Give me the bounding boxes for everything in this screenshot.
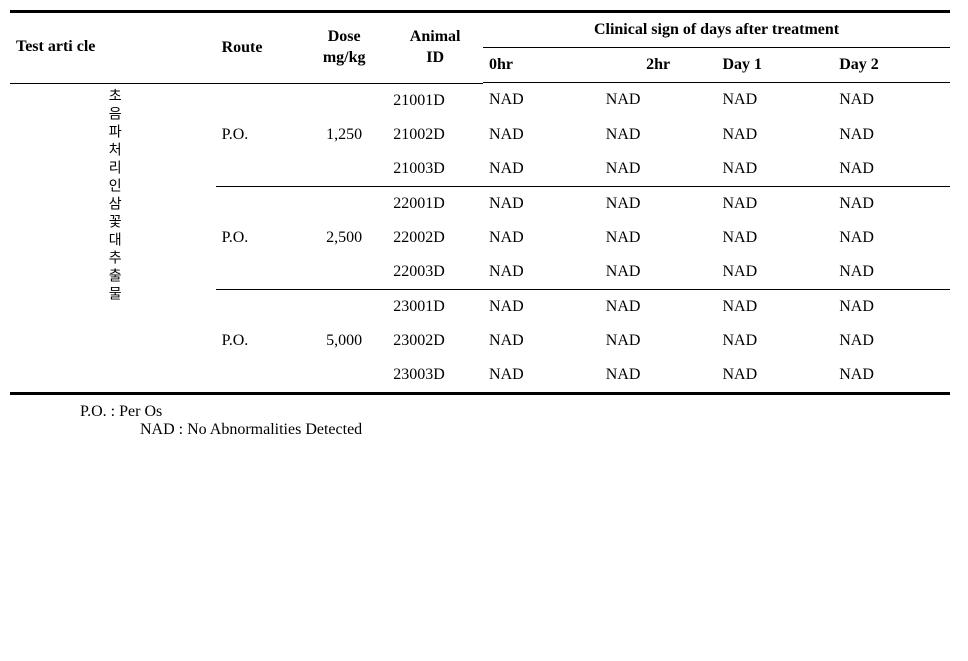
cell-obs: NAD bbox=[717, 324, 834, 358]
header-2hr: 2hr bbox=[600, 48, 717, 83]
cell-dose: 1,250 bbox=[301, 118, 387, 152]
header-day2: Day 2 bbox=[833, 48, 950, 83]
cell-animal-id: 22001D bbox=[387, 186, 483, 221]
cell-obs: NAD bbox=[483, 324, 600, 358]
cell-obs: NAD bbox=[717, 255, 834, 290]
cell-obs: NAD bbox=[600, 152, 717, 187]
cell-obs: NAD bbox=[833, 324, 950, 358]
header-0hr: 0hr bbox=[483, 48, 600, 83]
cell-dose bbox=[301, 255, 387, 290]
cell-obs: NAD bbox=[600, 255, 717, 290]
cell-obs: NAD bbox=[833, 221, 950, 255]
cell-route bbox=[216, 83, 302, 118]
cell-obs: NAD bbox=[600, 186, 717, 221]
cell-route bbox=[216, 186, 302, 221]
header-route: Route bbox=[216, 12, 302, 83]
cell-animal-id: 22003D bbox=[387, 255, 483, 290]
cell-route bbox=[216, 358, 302, 394]
cell-obs: NAD bbox=[833, 358, 950, 394]
cell-obs: NAD bbox=[600, 324, 717, 358]
cell-obs: NAD bbox=[483, 186, 600, 221]
cell-dose bbox=[301, 358, 387, 394]
table-row: 초음파처리인삼꽃대추출물 21001D NAD NAD NAD NAD bbox=[10, 83, 950, 118]
cell-animal-id: 23002D bbox=[387, 324, 483, 358]
header-dose: Dose mg/kg bbox=[301, 12, 387, 83]
cell-obs: NAD bbox=[483, 152, 600, 187]
cell-dose bbox=[301, 186, 387, 221]
clinical-table: Test arti cle Route Dose mg/kg Animal ID… bbox=[10, 10, 950, 395]
header-row-1: Test arti cle Route Dose mg/kg Animal ID… bbox=[10, 12, 950, 48]
cell-obs: NAD bbox=[483, 221, 600, 255]
cell-route bbox=[216, 255, 302, 290]
cell-obs: NAD bbox=[483, 83, 600, 118]
cell-dose bbox=[301, 152, 387, 187]
cell-obs: NAD bbox=[483, 255, 600, 290]
cell-obs: NAD bbox=[717, 358, 834, 394]
header-day1: Day 1 bbox=[717, 48, 834, 83]
header-test-article: Test arti cle bbox=[10, 12, 216, 83]
cell-obs: NAD bbox=[600, 289, 717, 324]
cell-obs: NAD bbox=[600, 83, 717, 118]
cell-dose: 5,000 bbox=[301, 324, 387, 358]
cell-route: P.O. bbox=[216, 221, 302, 255]
cell-obs: NAD bbox=[600, 118, 717, 152]
cell-animal-id: 22002D bbox=[387, 221, 483, 255]
article-label-cell: 초음파처리인삼꽃대추출물 bbox=[10, 83, 216, 393]
cell-dose bbox=[301, 289, 387, 324]
cell-route: P.O. bbox=[216, 118, 302, 152]
cell-obs: NAD bbox=[833, 83, 950, 118]
cell-obs: NAD bbox=[483, 118, 600, 152]
cell-obs: NAD bbox=[717, 289, 834, 324]
cell-dose: 2,500 bbox=[301, 221, 387, 255]
cell-animal-id: 21001D bbox=[387, 83, 483, 118]
cell-obs: NAD bbox=[483, 289, 600, 324]
cell-animal-id: 23001D bbox=[387, 289, 483, 324]
cell-obs: NAD bbox=[717, 118, 834, 152]
cell-animal-id: 21002D bbox=[387, 118, 483, 152]
cell-obs: NAD bbox=[717, 152, 834, 187]
cell-obs: NAD bbox=[833, 118, 950, 152]
cell-dose bbox=[301, 83, 387, 118]
cell-obs: NAD bbox=[717, 221, 834, 255]
cell-obs: NAD bbox=[717, 186, 834, 221]
header-animal-id: Animal ID bbox=[387, 12, 483, 83]
cell-obs: NAD bbox=[833, 186, 950, 221]
cell-route bbox=[216, 152, 302, 187]
cell-animal-id: 23003D bbox=[387, 358, 483, 394]
cell-animal-id: 21003D bbox=[387, 152, 483, 187]
cell-obs: NAD bbox=[600, 358, 717, 394]
cell-obs: NAD bbox=[833, 255, 950, 290]
header-test-article-text: Test arti cle bbox=[16, 38, 95, 55]
cell-obs: NAD bbox=[717, 83, 834, 118]
cell-obs: NAD bbox=[600, 221, 717, 255]
cell-obs: NAD bbox=[483, 358, 600, 394]
cell-obs: NAD bbox=[833, 152, 950, 187]
cell-route: P.O. bbox=[216, 324, 302, 358]
header-clinical-group: Clinical sign of days after treatment bbox=[483, 12, 950, 48]
cell-route bbox=[216, 289, 302, 324]
footnote-po: P.O. : Per Os bbox=[80, 403, 968, 421]
cell-obs: NAD bbox=[833, 289, 950, 324]
footnote-nad: NAD : No Abnormalities Detected bbox=[140, 421, 968, 439]
